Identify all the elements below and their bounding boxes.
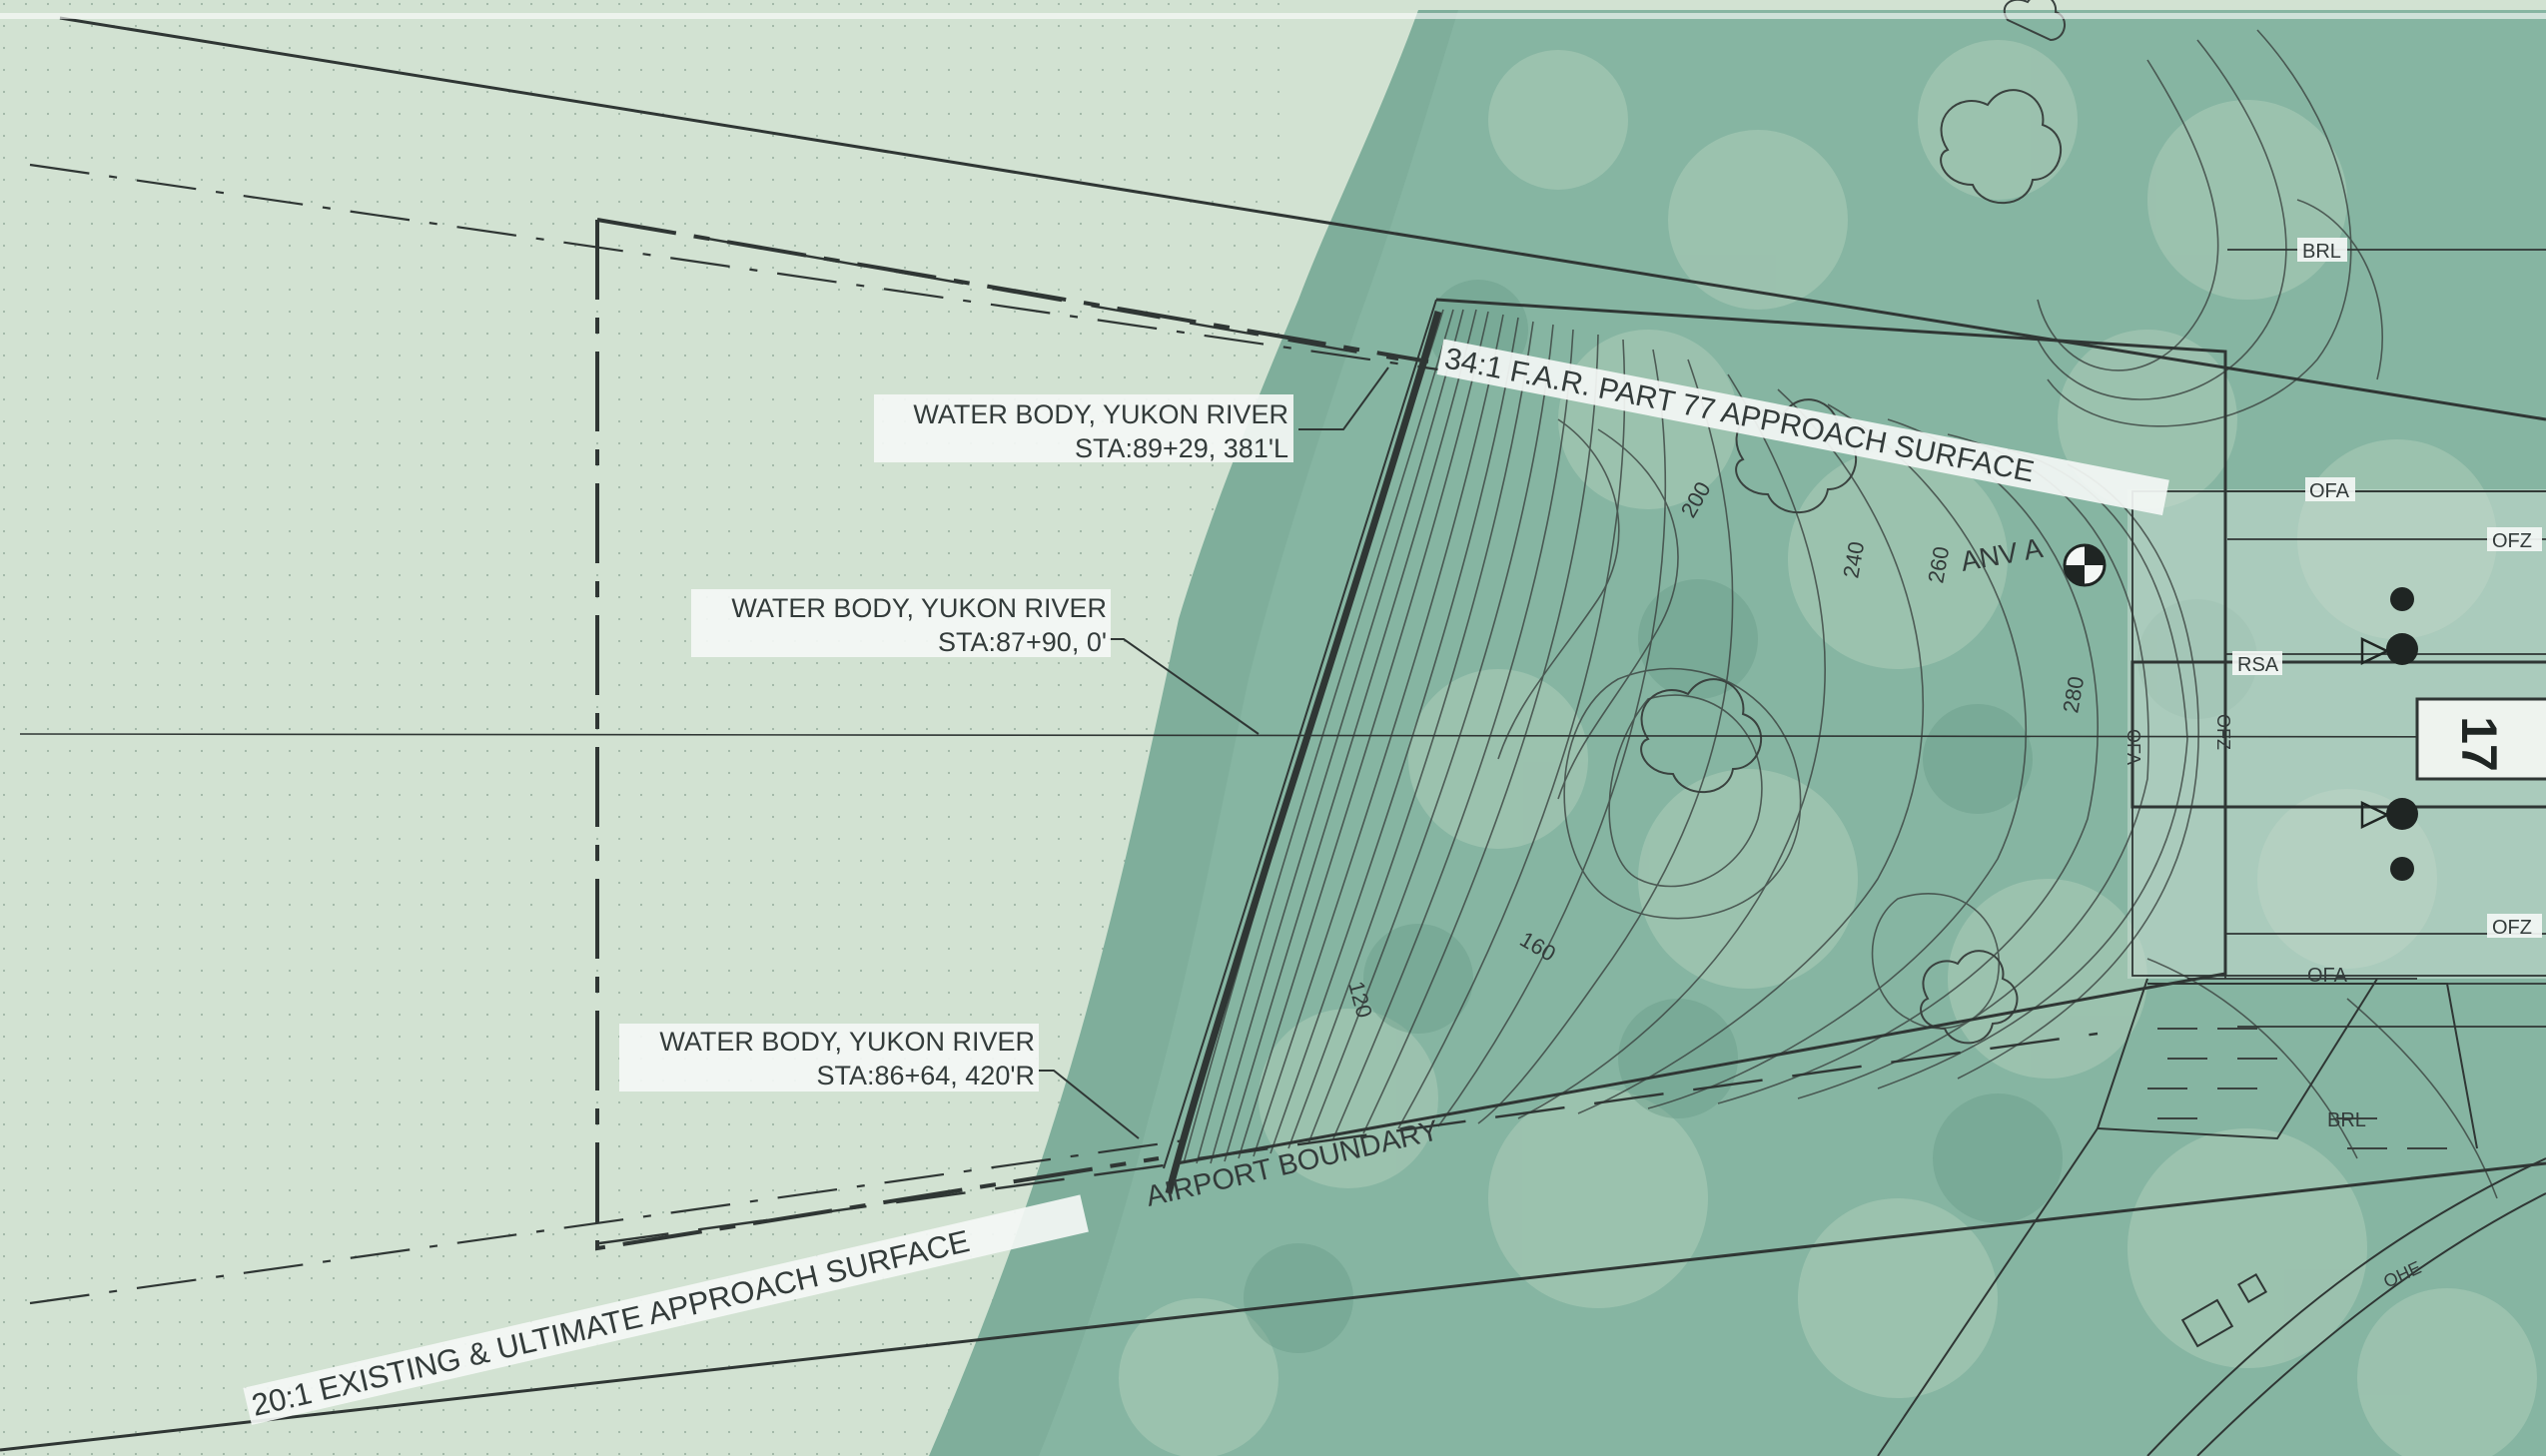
brl-label-top: BRL [2302,241,2341,263]
rsa-label: RSA [2237,654,2279,676]
dash-dot-lines [29,163,1439,1305]
callout-leaders [1039,366,1389,1139]
runway-centerline [19,733,2546,738]
ofz-label-vertical: OFZ [2213,714,2233,750]
threshold-lights [2360,587,2418,881]
wetland-hatching [2147,1028,2447,1149]
control-point-icon [2063,543,2107,587]
runway-end-number: 17 [2451,716,2507,772]
riverbank-bluff-line [1165,311,1442,1194]
ofa-label-vertical: OFA [2123,729,2143,765]
safety-zone-lines [2130,249,2546,1028]
airport-boundary-outline [595,218,1429,1251]
existing-ultimate-label-plate [243,1194,1089,1425]
brl-label-bottom: BRL [2327,1109,2366,1131]
callout-plate-3 [619,1024,1039,1092]
callout-plate-1 [874,394,1293,462]
ofa-label-bottom: OFA [2307,965,2348,987]
callout-2-title: WATER BODY, YUKON RIVER [731,593,1107,623]
callout-3-title: WATER BODY, YUKON RIVER [659,1027,1035,1057]
far-part77-label-plate [1436,339,2169,516]
approach-surface-20-1-lines [0,16,2546,1452]
callout-1-station: STA:89+29, 381'L [1075,433,1288,463]
callout-plate-2 [691,589,1111,657]
ofa-label-top: OFA [2309,480,2350,502]
callout-3-station: STA:86+64, 420'R [816,1061,1035,1091]
lower-right-roads [1877,978,2546,1456]
ofz-label-bottom: OFZ [2492,917,2532,939]
callout-1-title: WATER BODY, YUKON RIVER [913,399,1288,429]
callout-2-station: STA:87+90, 0' [938,627,1107,657]
ofz-label-top: OFZ [2492,530,2532,552]
